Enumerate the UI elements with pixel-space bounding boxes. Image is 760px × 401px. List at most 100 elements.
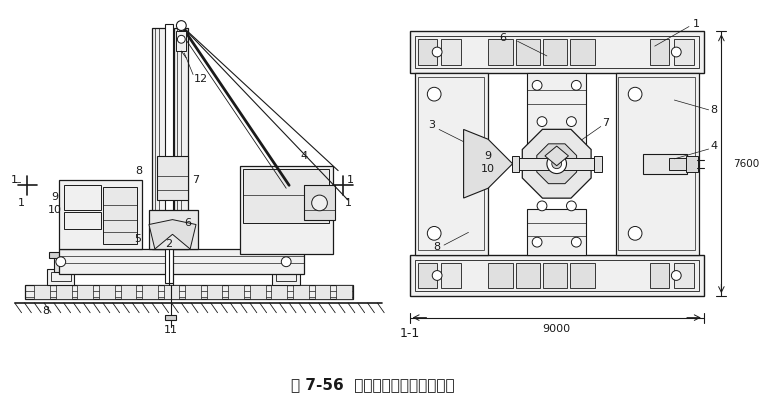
- Bar: [149, 210, 198, 249]
- Text: —: —: [12, 178, 21, 187]
- Text: 3: 3: [428, 119, 435, 130]
- Bar: [152, 28, 166, 249]
- Bar: [207, 285, 223, 299]
- Circle shape: [547, 154, 566, 174]
- Circle shape: [532, 81, 542, 90]
- Bar: [47, 269, 74, 285]
- Text: 1: 1: [11, 175, 18, 185]
- Bar: [415, 36, 699, 68]
- Bar: [271, 285, 287, 299]
- Bar: [336, 285, 352, 299]
- Bar: [163, 285, 179, 299]
- Circle shape: [537, 117, 547, 126]
- Bar: [441, 39, 461, 65]
- Circle shape: [432, 271, 442, 280]
- Circle shape: [671, 47, 681, 57]
- Text: 5: 5: [134, 234, 141, 244]
- Circle shape: [629, 227, 642, 240]
- Bar: [240, 166, 333, 254]
- Bar: [304, 185, 335, 220]
- Text: 1: 1: [18, 198, 25, 208]
- Bar: [619, 77, 695, 250]
- Bar: [543, 39, 568, 65]
- Circle shape: [281, 257, 291, 267]
- Text: 7: 7: [602, 117, 610, 128]
- Text: 9: 9: [52, 192, 59, 202]
- Bar: [24, 285, 353, 299]
- Bar: [121, 285, 136, 299]
- Text: 8: 8: [43, 306, 49, 316]
- Bar: [34, 285, 50, 299]
- Circle shape: [629, 87, 642, 101]
- Bar: [670, 158, 689, 170]
- Circle shape: [566, 201, 576, 211]
- Text: 8: 8: [710, 105, 717, 115]
- Circle shape: [572, 237, 581, 247]
- Bar: [56, 285, 71, 299]
- Text: 10: 10: [48, 205, 62, 215]
- Circle shape: [56, 257, 65, 267]
- Bar: [511, 156, 520, 172]
- Circle shape: [177, 35, 185, 43]
- Bar: [99, 285, 115, 299]
- Bar: [165, 315, 176, 320]
- Bar: [273, 269, 300, 285]
- Polygon shape: [464, 130, 512, 198]
- Bar: [293, 285, 309, 299]
- Bar: [527, 209, 586, 255]
- Text: 7600: 7600: [733, 159, 759, 169]
- Bar: [410, 31, 704, 73]
- Text: 6: 6: [499, 33, 506, 43]
- Bar: [571, 263, 595, 288]
- Circle shape: [427, 227, 441, 240]
- Bar: [49, 252, 71, 258]
- Text: 7: 7: [192, 175, 200, 185]
- Bar: [650, 39, 670, 65]
- Circle shape: [532, 237, 542, 247]
- Text: 4: 4: [300, 151, 307, 161]
- Bar: [175, 28, 188, 249]
- Bar: [165, 24, 173, 284]
- Text: 12: 12: [194, 75, 208, 85]
- Bar: [103, 187, 138, 244]
- Text: 9: 9: [485, 151, 492, 161]
- Bar: [243, 169, 329, 223]
- Circle shape: [432, 47, 442, 57]
- Bar: [643, 154, 687, 174]
- Bar: [176, 31, 186, 51]
- Bar: [274, 252, 296, 258]
- Polygon shape: [522, 130, 591, 198]
- Bar: [616, 73, 699, 255]
- Bar: [571, 39, 595, 65]
- Bar: [59, 249, 304, 273]
- Circle shape: [671, 271, 681, 280]
- Text: 2: 2: [165, 239, 173, 249]
- Bar: [64, 185, 101, 210]
- Bar: [78, 285, 93, 299]
- Text: 11: 11: [163, 325, 178, 335]
- Bar: [59, 180, 142, 249]
- Bar: [686, 156, 698, 172]
- Text: 图 7-56  全液压式静力压桩机压桩: 图 7-56 全液压式静力压桩机压桩: [290, 377, 454, 392]
- Bar: [410, 255, 704, 296]
- Text: 1: 1: [692, 18, 699, 28]
- Bar: [415, 260, 699, 291]
- Bar: [488, 39, 512, 65]
- Circle shape: [312, 195, 328, 211]
- Polygon shape: [537, 144, 577, 184]
- Polygon shape: [545, 146, 568, 166]
- Circle shape: [566, 117, 576, 126]
- Bar: [277, 271, 296, 282]
- Polygon shape: [149, 220, 196, 249]
- Bar: [527, 73, 586, 151]
- Text: 6: 6: [185, 218, 192, 227]
- Bar: [674, 39, 694, 65]
- Bar: [250, 285, 265, 299]
- Bar: [157, 156, 188, 200]
- Bar: [520, 158, 594, 170]
- Bar: [543, 263, 568, 288]
- Bar: [64, 212, 101, 229]
- Text: 9000: 9000: [543, 324, 571, 334]
- Bar: [185, 285, 201, 299]
- Bar: [415, 73, 488, 255]
